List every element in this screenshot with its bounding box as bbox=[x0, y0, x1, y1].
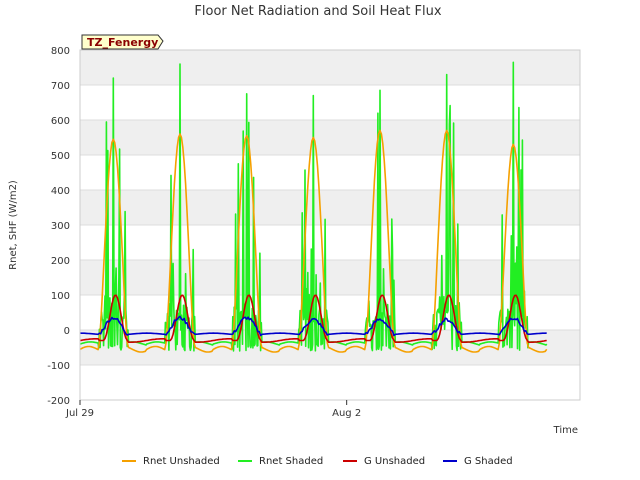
grid-band bbox=[80, 260, 580, 295]
y-tick-label: -200 bbox=[47, 396, 70, 407]
y-tick-label: -100 bbox=[47, 361, 70, 372]
site-tag-text: TZ_Fenergy bbox=[87, 36, 158, 49]
x-axis-label: Time bbox=[553, 425, 578, 436]
grid-band bbox=[80, 50, 580, 85]
series-line-g-unshaded bbox=[79, 294, 547, 343]
series-line-g-shaded bbox=[79, 315, 547, 337]
y-axis-label: Rnet, SHF (W/m2) bbox=[8, 180, 19, 270]
y-tick-label: 500 bbox=[51, 151, 70, 162]
y-tick-label: 0 bbox=[64, 326, 70, 337]
legend-label: Rnet Unshaded bbox=[143, 456, 220, 467]
y-tick-label: 700 bbox=[51, 81, 70, 92]
grid-band bbox=[80, 120, 580, 155]
y-tick-label: 300 bbox=[51, 221, 70, 232]
legend-label: G Unshaded bbox=[364, 456, 425, 467]
plot-border bbox=[79, 49, 581, 401]
legend: Rnet Unshaded Rnet Shaded G Unshaded G Shad… bbox=[122, 456, 513, 467]
series-layer bbox=[79, 61, 548, 353]
site-tag: TZ_Fenergy bbox=[81, 34, 164, 50]
site-tag-box bbox=[81, 34, 164, 50]
y-tick-label: 800 bbox=[51, 46, 70, 57]
x-tick-label: Aug 2 bbox=[332, 408, 361, 419]
y-tick-label: 400 bbox=[51, 186, 70, 197]
legend-label: G Shaded bbox=[464, 456, 513, 467]
y-tick-label: 600 bbox=[51, 116, 70, 127]
y-tick-label: 200 bbox=[51, 256, 70, 267]
legend-label: Rnet Shaded bbox=[259, 456, 323, 467]
grid-bands bbox=[80, 50, 580, 365]
series-line-rnet-unshaded bbox=[79, 129, 548, 353]
grid-band bbox=[80, 190, 580, 225]
y-tick-label: 100 bbox=[51, 291, 70, 302]
x-tick-label: Jul 29 bbox=[65, 408, 94, 419]
x-axis-ticks: Jul 29 Aug 2 bbox=[65, 400, 361, 419]
chart-title: Floor Net Radiation and Soil Heat Flux bbox=[194, 4, 441, 19]
y-axis-ticks: -200 -100 0 100 200 300 400 500 600 700 800 bbox=[47, 46, 70, 407]
